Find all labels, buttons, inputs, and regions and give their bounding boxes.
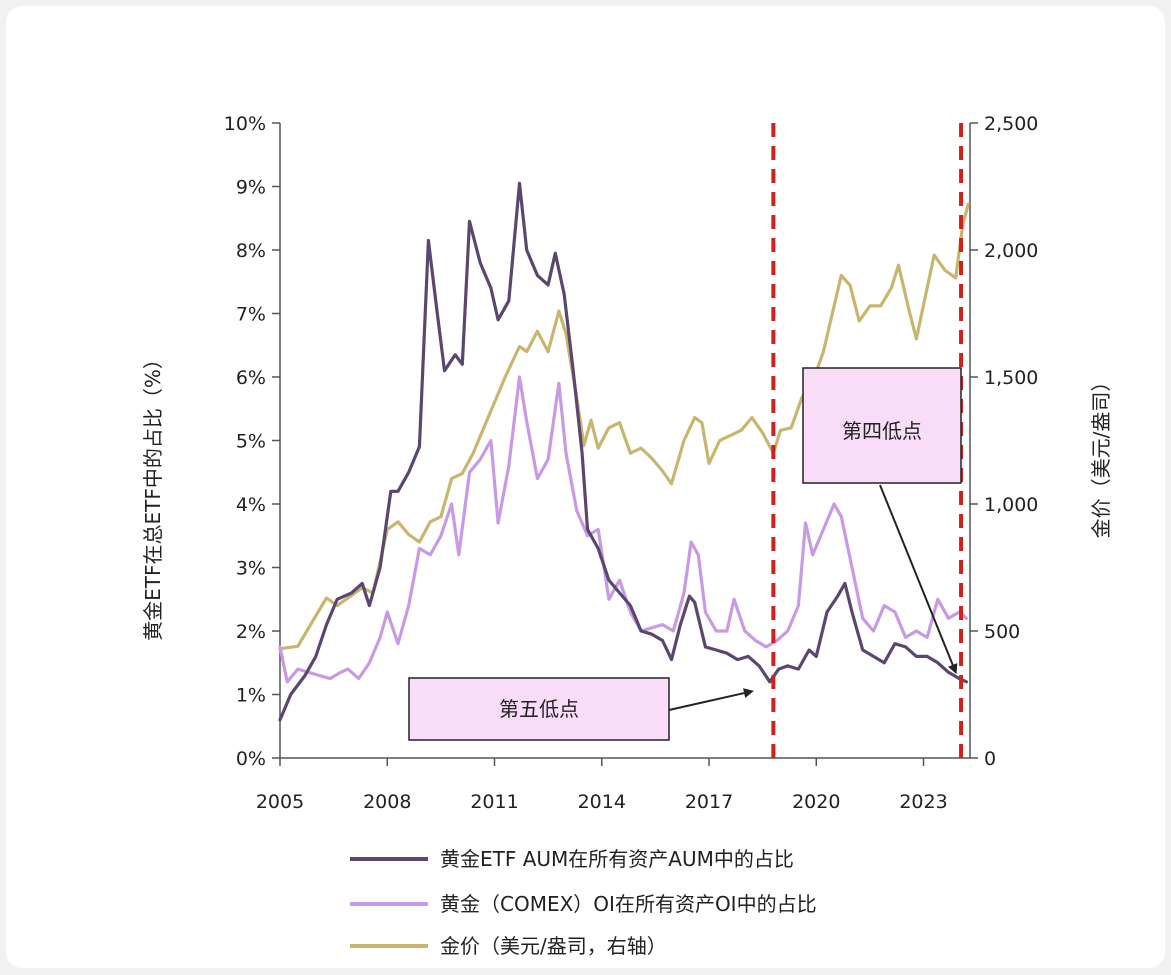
x-tick-label: 2005 [256, 791, 304, 813]
series-line-etf-aum [278, 181, 968, 722]
y-left-tick-label: 4% [236, 494, 266, 516]
callout-fifth-low-text: 第五低点 [499, 697, 579, 721]
y-left-tick-label: 3% [236, 558, 266, 580]
callout-fifth-low: 第五低点 [408, 677, 670, 741]
y-right-tick-label: 2,000 [984, 240, 1038, 262]
y-left-tick-label: 9% [236, 177, 266, 199]
legend-label-comex-oi: 黄金（COMEX）OI在所有资产OI中的占比 [440, 892, 817, 916]
x-tick-label: 2014 [578, 791, 626, 813]
y-axis-right-title: 金价（美元/盎司） [1089, 372, 1113, 539]
y-axis-left-title: 黄金ETF在总ETF中的占比（%） [141, 349, 165, 641]
y-left-tick-label: 2% [236, 621, 266, 643]
x-tick-label: 2011 [470, 791, 518, 813]
x-tick-label: 2017 [685, 791, 733, 813]
y-left-tick-label: 1% [236, 685, 266, 707]
callout-fourth-low-text: 第四低点 [842, 419, 922, 443]
y-left-tick-label: 8% [236, 240, 266, 262]
x-tick-label: 2023 [899, 791, 947, 813]
x-tick-label: 2020 [792, 791, 840, 813]
legend-label-gold-price: 金价（美元/盎司，右轴） [440, 934, 667, 958]
y-left-tick-label: 5% [236, 431, 266, 453]
series-line-gold-price [278, 202, 970, 651]
callout-arrow-1 [668, 688, 754, 711]
x-tick-label: 2008 [363, 791, 411, 813]
y-left-tick-label: 7% [236, 304, 266, 326]
callout-arrow-2 [879, 484, 958, 675]
y-left-tick-label: 10% [224, 113, 266, 135]
y-right-tick-label: 2,500 [984, 113, 1038, 135]
callout-fifth-low-box [408, 677, 670, 741]
callout-fourth-low: 第四低点 [802, 367, 962, 484]
callout-fourth-low-box [802, 367, 962, 484]
y-right-tick-label: 1,000 [984, 494, 1038, 516]
y-right-tick-label: 0 [984, 748, 996, 770]
y-right-tick-label: 1,500 [984, 367, 1038, 389]
y-left-tick-label: 6% [236, 367, 266, 389]
y-right-tick-label: 500 [984, 621, 1020, 643]
legend-label-etf-aum: 黄金ETF AUM在所有资产AUM中的占比 [440, 847, 794, 871]
series-line-comex-oi [278, 375, 968, 684]
legend: 黄金ETF AUM在所有资产AUM中的占比 黄金（COMEX）OI在所有资产OI… [350, 847, 817, 958]
y-left-tick-label: 0% [236, 748, 266, 770]
